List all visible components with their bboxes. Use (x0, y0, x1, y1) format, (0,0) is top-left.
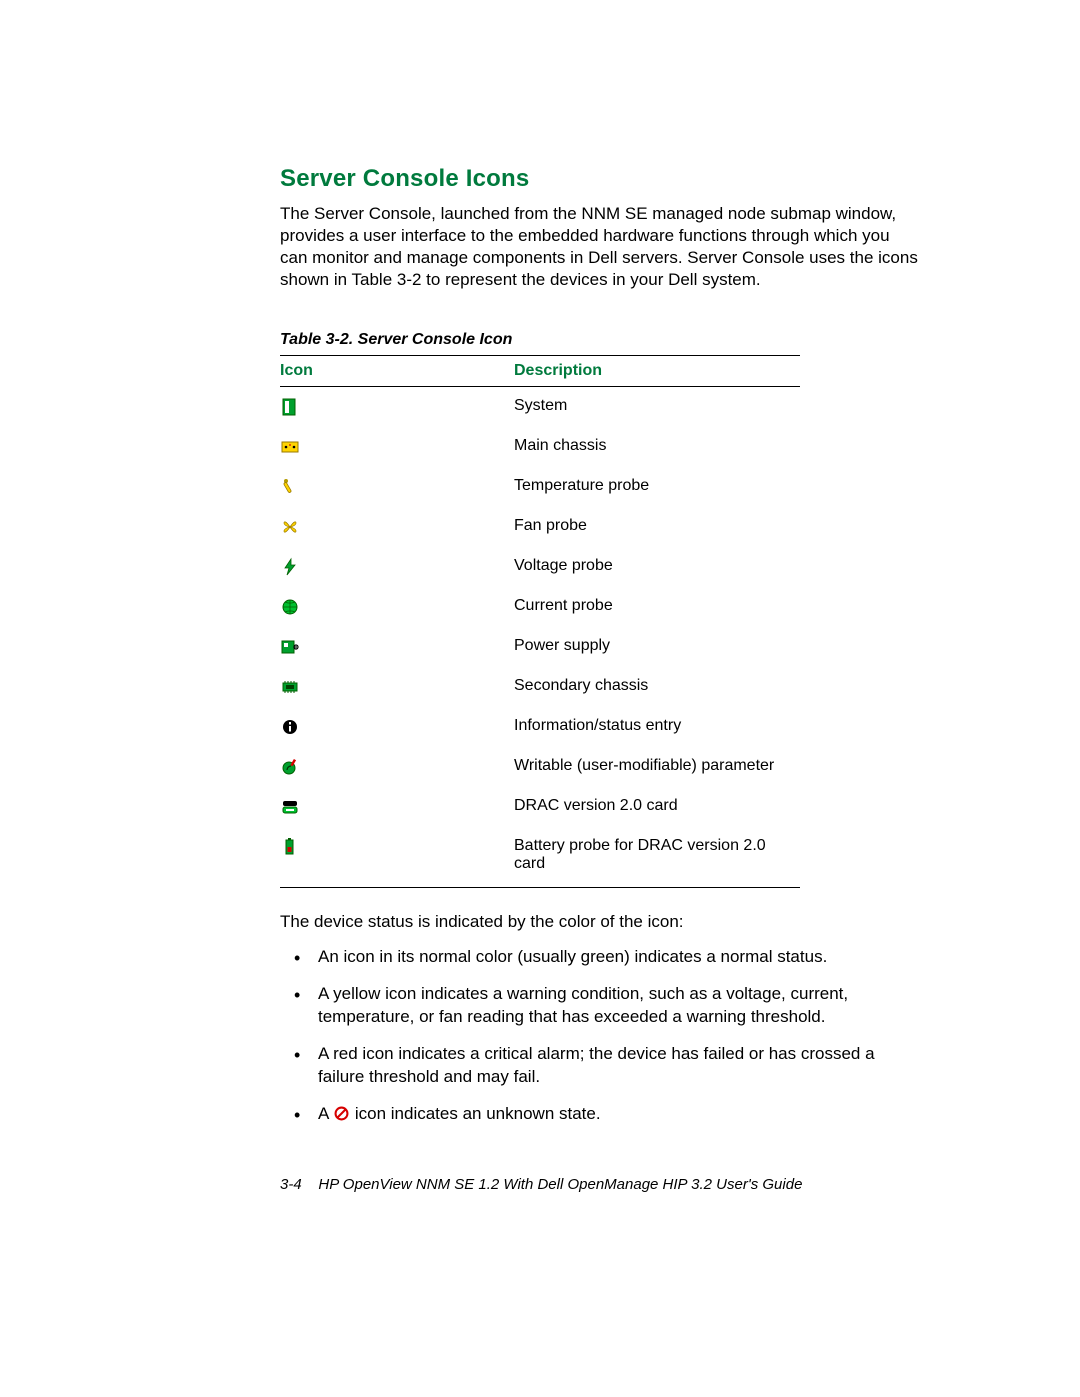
main-chassis-icon (280, 437, 300, 457)
list-item: A red icon indicates a critical alarm; t… (316, 1043, 920, 1089)
table-cell-description: DRAC version 2.0 card (514, 787, 800, 827)
table-row: Temperature probe (280, 467, 800, 507)
footer-doc-title: HP OpenView NNM SE 1.2 With Dell OpenMan… (318, 1176, 802, 1193)
battery-probe-icon (280, 837, 300, 857)
table-row: Power supply (280, 627, 800, 667)
intro-paragraph: The Server Console, launched from the NN… (280, 203, 920, 291)
current-probe-icon (280, 597, 300, 617)
writable-param-icon (280, 757, 300, 777)
table-cell-description: Secondary chassis (514, 667, 800, 707)
table-row: Writable (user-modifiable) parameter (280, 747, 800, 787)
footer-page-number: 3-4 (280, 1176, 302, 1193)
list-item-text-prefix: A (318, 1104, 333, 1123)
status-bullet-list: An icon in its normal color (usually gre… (280, 946, 920, 1126)
server-console-icon-table: Icon Description System Main chassis Tem… (280, 355, 800, 888)
table-row: Fan probe (280, 507, 800, 547)
voltage-probe-icon (280, 557, 300, 577)
temperature-probe-icon (280, 477, 300, 497)
table-cell-description: Power supply (514, 627, 800, 667)
document-page: Server Console Icons The Server Console,… (0, 0, 1080, 1193)
table-cell-description: Temperature probe (514, 467, 800, 507)
table-row: Battery probe for DRAC version 2.0 card (280, 827, 800, 888)
list-item: A yellow icon indicates a warning condit… (316, 983, 920, 1029)
drac-card-icon (280, 797, 300, 817)
table-cell-description: System (514, 387, 800, 428)
table-cell-description: Fan probe (514, 507, 800, 547)
table-row: Secondary chassis (280, 667, 800, 707)
power-supply-icon (280, 637, 300, 657)
table-row: Current probe (280, 587, 800, 627)
list-item: A icon indicates an unknown state. (316, 1103, 920, 1126)
table-row: Voltage probe (280, 547, 800, 587)
table-cell-description: Main chassis (514, 427, 800, 467)
fan-probe-icon (280, 517, 300, 537)
table-row: Main chassis (280, 427, 800, 467)
table-header-icon: Icon (280, 356, 514, 387)
status-intro: The device status is indicated by the co… (280, 912, 920, 932)
table-header-description: Description (514, 356, 800, 387)
system-icon (280, 397, 300, 417)
page-footer: 3-4 HP OpenView NNM SE 1.2 With Dell Ope… (280, 1176, 920, 1193)
table-row: DRAC version 2.0 card (280, 787, 800, 827)
list-item: An icon in its normal color (usually gre… (316, 946, 920, 969)
info-status-icon (280, 717, 300, 737)
unknown-state-icon (333, 1105, 350, 1122)
table-row: System (280, 387, 800, 428)
table-cell-description: Voltage probe (514, 547, 800, 587)
table-row: Information/status entry (280, 707, 800, 747)
table-cell-description: Battery probe for DRAC version 2.0 card (514, 827, 800, 888)
secondary-chassis-icon (280, 677, 300, 697)
table-caption: Table 3-2. Server Console Icon (280, 331, 920, 349)
table-cell-description: Current probe (514, 587, 800, 627)
list-item-text-suffix: icon indicates an unknown state. (355, 1104, 601, 1123)
table-cell-description: Writable (user-modifiable) parameter (514, 747, 800, 787)
section-title: Server Console Icons (280, 165, 920, 193)
table-cell-description: Information/status entry (514, 707, 800, 747)
